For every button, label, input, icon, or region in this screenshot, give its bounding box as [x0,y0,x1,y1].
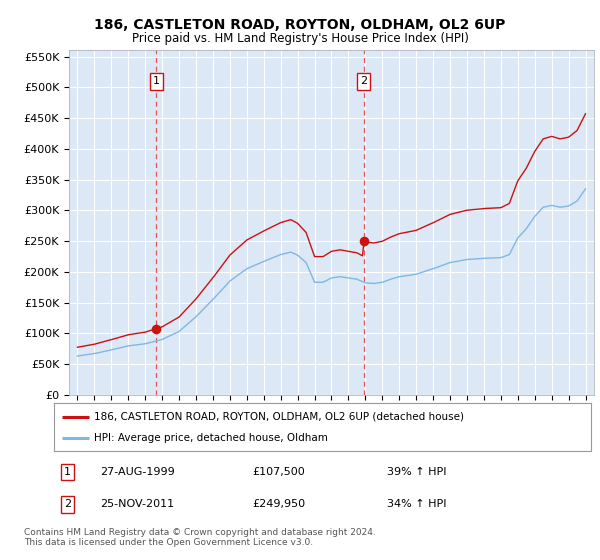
Text: 34% ↑ HPI: 34% ↑ HPI [387,500,446,510]
Text: £107,500: £107,500 [253,466,305,477]
Text: 1: 1 [64,466,71,477]
Point [359,237,368,246]
Text: Contains HM Land Registry data © Crown copyright and database right 2024.
This d: Contains HM Land Registry data © Crown c… [24,528,376,547]
Text: HPI: Average price, detached house, Oldham: HPI: Average price, detached house, Oldh… [94,433,328,443]
Text: 186, CASTLETON ROAD, ROYTON, OLDHAM, OL2 6UP (detached house): 186, CASTLETON ROAD, ROYTON, OLDHAM, OL2… [94,412,464,422]
Text: 25-NOV-2011: 25-NOV-2011 [100,500,174,510]
Text: 39% ↑ HPI: 39% ↑ HPI [387,466,446,477]
Text: 1: 1 [153,76,160,86]
Text: £249,950: £249,950 [253,500,306,510]
Text: Price paid vs. HM Land Registry's House Price Index (HPI): Price paid vs. HM Land Registry's House … [131,32,469,45]
Text: 2: 2 [360,76,367,86]
Text: 2: 2 [64,500,71,510]
Text: 186, CASTLETON ROAD, ROYTON, OLDHAM, OL2 6UP: 186, CASTLETON ROAD, ROYTON, OLDHAM, OL2… [94,18,506,32]
Point [151,324,161,333]
Text: 27-AUG-1999: 27-AUG-1999 [100,466,175,477]
